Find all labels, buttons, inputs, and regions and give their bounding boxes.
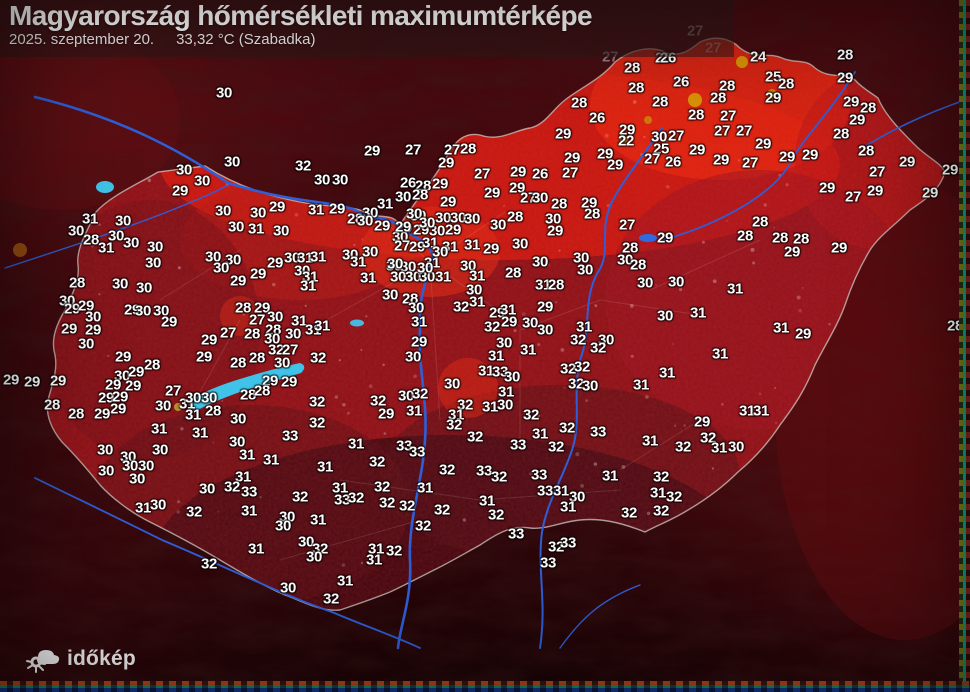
lake-balaton (188, 363, 305, 411)
river-south (559, 584, 641, 649)
river-szamos (861, 99, 966, 149)
river-drava (34, 477, 421, 649)
river-danube (33, 95, 434, 650)
lake-ferto (96, 181, 114, 193)
rivers (4, 71, 966, 650)
lakes (96, 181, 657, 411)
terrain-spot (13, 243, 27, 257)
idokep-logo: időkép (26, 644, 136, 674)
lake-tisza (639, 234, 657, 242)
river-bodrog (661, 71, 856, 241)
river-tisza (539, 127, 663, 649)
title-overlay: Magyarország hőmérsékleti maximumtérképe… (0, 0, 734, 57)
country-border (46, 37, 946, 611)
subtitle: 2025. szeptember 20. 33,32 °C (Szabadka) (9, 30, 734, 49)
county-roads (159, 199, 761, 561)
sun-cloud-icon (26, 650, 60, 673)
max-temperature-record: 33,32 °C (Szabadka) (176, 30, 316, 48)
logo-text: időkép (67, 647, 136, 670)
lake-velence (350, 319, 364, 327)
page-title: Magyarország hőmérsékleti maximumtérképe (9, 0, 593, 31)
river-raba (4, 184, 229, 269)
map-date: 2025. szeptember 20. (9, 30, 155, 48)
terrain-ridge (0, 30, 180, 210)
